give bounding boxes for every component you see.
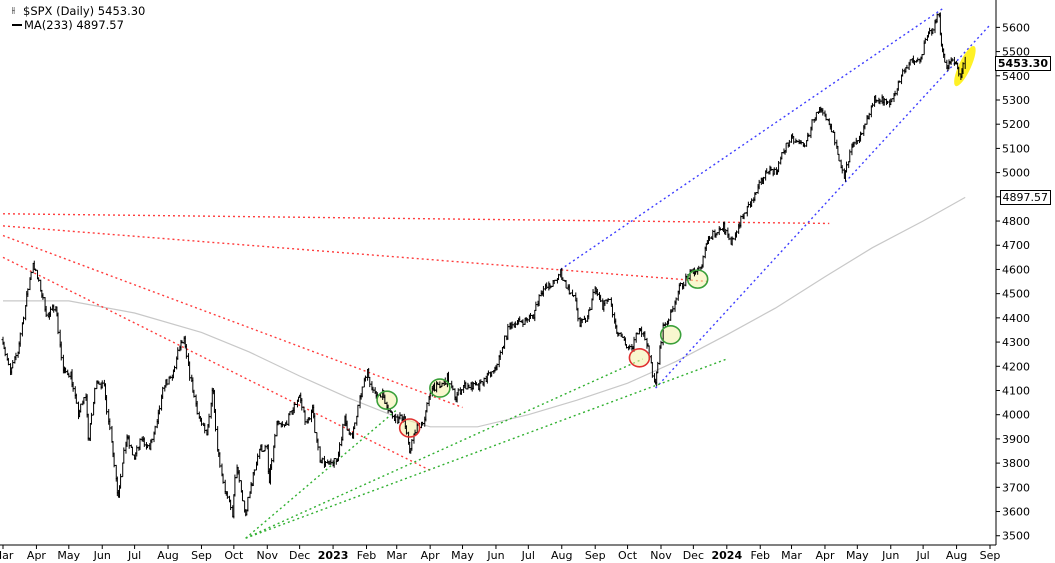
y-tick-label: 4700 — [1002, 239, 1030, 252]
x-tick-label: Feb — [750, 549, 769, 562]
x-tick-label: Feb — [357, 549, 376, 562]
last-price-tag: 5453.30 — [994, 55, 1051, 71]
y-tick-label: 3500 — [1002, 530, 1030, 543]
y-tick-label: 4500 — [1002, 288, 1030, 301]
y-tick-label: 5200 — [1002, 118, 1030, 131]
x-tick-label: 2024 — [711, 549, 742, 562]
x-tick-label: Sep — [191, 549, 212, 562]
y-tick-label: 4100 — [1002, 384, 1030, 397]
x-tick-label: Sep — [980, 549, 1001, 562]
x-tick-label: May — [451, 549, 474, 562]
x-tick-label: Apr — [421, 549, 441, 562]
x-tick-label: Nov — [257, 549, 279, 562]
support-trendline — [245, 409, 398, 539]
price-ohlc-bars — [1, 12, 966, 519]
y-tick-label: 4300 — [1002, 336, 1030, 349]
green-circle-marker — [429, 378, 451, 398]
red-circle-marker — [628, 348, 651, 368]
x-tick-label: 2023 — [318, 549, 349, 562]
markers — [376, 269, 709, 438]
x-tick-label: Jul — [915, 549, 929, 562]
ma-line-swatch — [12, 24, 22, 26]
x-tick-label: Apr — [27, 549, 47, 562]
plot-background — [0, 0, 995, 545]
green-circle-marker — [659, 325, 682, 345]
upper_channel-trendline — [560, 7, 945, 271]
resistance-trendline — [2, 234, 463, 409]
y-tick-label: 5300 — [1002, 94, 1030, 107]
y-axis-ticks: 3500 3600 3700 3800 3900 4000 4100 4200 4300 4400… — [996, 21, 1030, 543]
green-circle-fill — [660, 325, 681, 344]
y-tick-label: 3900 — [1002, 433, 1030, 446]
support-trendline — [245, 358, 728, 539]
green-circle-fill — [377, 391, 398, 410]
y-tick-label: 5500 — [1002, 46, 1030, 59]
green-circle-fill — [687, 270, 708, 289]
legend-ma-row: MA(233) 4897.57 — [12, 18, 145, 32]
y-tick-label: 3700 — [1002, 481, 1030, 494]
x-tick-label: Mar — [781, 549, 802, 562]
legend-ma: MA(233) 4897.57 — [24, 18, 124, 32]
ma-233-line — [3, 196, 966, 428]
y-tick-label: 4600 — [1002, 263, 1030, 276]
x-tick-label: Nov — [650, 549, 672, 562]
y-tick-label: 3600 — [1002, 506, 1030, 519]
x-tick-label: Dec — [683, 549, 704, 562]
ohlc-bar-icon: ⫲ — [12, 6, 15, 16]
x-tick-label: Jul — [521, 549, 535, 562]
y-tick-label: 4200 — [1002, 360, 1030, 373]
trendlines — [2, 7, 991, 539]
y-tick-label: 5100 — [1002, 142, 1030, 155]
legend-ticker: $SPX (Daily) 5453.30 — [23, 4, 146, 18]
x-tick-label: Aug — [946, 549, 967, 562]
x-tick-label: Jun — [486, 549, 504, 562]
ma-value-tag: 4897.57 — [999, 190, 1051, 206]
x-tick-label: Dec — [289, 549, 310, 562]
x-tick-label: Oct — [224, 549, 244, 562]
y-tick-label: 5600 — [1002, 21, 1030, 34]
x-tick-label: Sep — [585, 549, 606, 562]
y-tick-label: 3800 — [1002, 457, 1030, 470]
x-tick-label: Jun — [881, 549, 899, 562]
x-tick-label: May — [57, 549, 80, 562]
legend-price-row: ⫲ $SPX (Daily) 5453.30 — [12, 4, 145, 18]
red-circle-marker — [398, 418, 421, 438]
x-axis-ticks: Mar Apr May Jun Jul Aug Sep Oct Nov Dec 2023 Feb Mar… — [0, 545, 1000, 562]
green-circle-marker — [376, 390, 398, 410]
red-circle-fill — [629, 348, 650, 367]
x-tick-label: Aug — [551, 549, 572, 562]
x-tick-label: Apr — [815, 549, 835, 562]
upper_channel-trendline — [655, 24, 991, 389]
x-tick-label: Mar — [0, 549, 14, 562]
chart-legend: ⫲ $SPX (Daily) 5453.30 MA(233) 4897.57 — [12, 4, 145, 32]
y-tick-label: 4000 — [1002, 409, 1030, 422]
y-tick-label: 4800 — [1002, 215, 1030, 228]
x-tick-label: Mar — [386, 549, 407, 562]
y-tick-label: 5400 — [1002, 70, 1030, 83]
ohlc-bar — [961, 62, 965, 74]
x-tick-label: May — [846, 549, 869, 562]
x-tick-label: Jul — [127, 549, 141, 562]
x-tick-label: Aug — [157, 549, 178, 562]
green-circle-marker — [686, 269, 709, 289]
y-tick-label: 5000 — [1002, 167, 1030, 180]
x-tick-label: Jun — [93, 549, 111, 562]
ma-line — [3, 196, 966, 428]
y-tick-label: 4400 — [1002, 312, 1030, 325]
x-tick-label: Oct — [618, 549, 638, 562]
